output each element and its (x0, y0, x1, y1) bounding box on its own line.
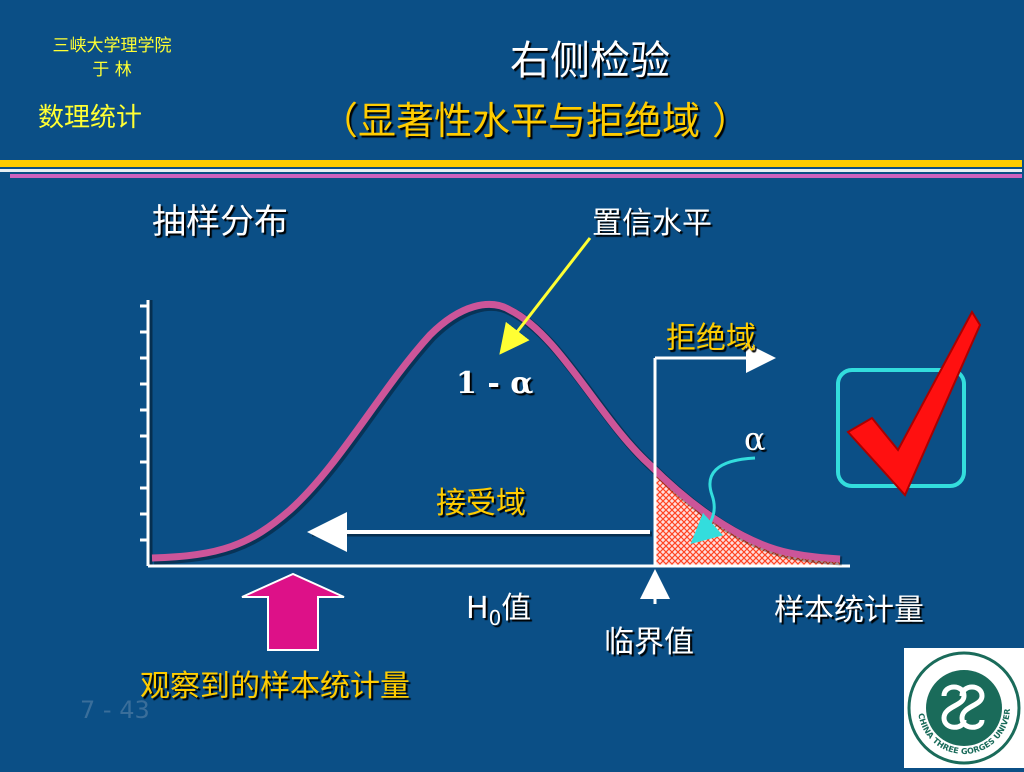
h0-value-text: 值 (501, 591, 532, 626)
slide-subtitle: （显著性水平与拒绝域 ） (320, 99, 751, 143)
h0-subscript: 0 (488, 606, 502, 630)
header-rule-gold (0, 160, 1022, 167)
china-three-gorges-university-logo: CHINA THREE GORGES UNIVERSITY (900, 641, 1021, 765)
course-title: 数理统计 (38, 103, 143, 133)
rejection-area (656, 468, 840, 565)
university-logo: CHINA THREE GORGES UNIVERSITY (900, 641, 1024, 768)
author-label: 于 林 (92, 60, 132, 80)
y-axis (140, 300, 153, 566)
sampling-distribution-curve (151, 300, 841, 563)
alpha-pointer (690, 456, 756, 544)
rejection-region-label: 拒绝域 (666, 321, 756, 356)
h0-symbol: H (466, 591, 489, 626)
school-name: 三峡大学理学院 于 林 (22, 34, 202, 82)
critical-value-label: 临界值 (604, 625, 694, 660)
observed-statistic-arrow (241, 572, 345, 651)
sample-statistic-label: 样本统计量 (774, 593, 924, 628)
school-label: 三峡大学理学院 (52, 36, 172, 56)
slide-title: 右侧检验 (510, 38, 670, 84)
sampling-distribution-label: 抽样分布 (152, 202, 288, 242)
checkmark-icon (836, 309, 982, 497)
header-rule-white (0, 169, 1022, 172)
header-rule-pink (10, 174, 1022, 178)
confidence-level-label: 置信水平 (592, 206, 712, 241)
one-minus-alpha-label: 1 - α (456, 366, 534, 401)
page-number: 7 - 43 (80, 696, 150, 724)
acceptance-region-label: 接受域 (436, 486, 526, 521)
confidence-level-pointer (499, 237, 592, 355)
alpha-label: α (744, 420, 766, 458)
h0-value-label: H0值 (466, 583, 531, 630)
observed-statistic-label: 观察到的样本统计量 (140, 669, 410, 704)
